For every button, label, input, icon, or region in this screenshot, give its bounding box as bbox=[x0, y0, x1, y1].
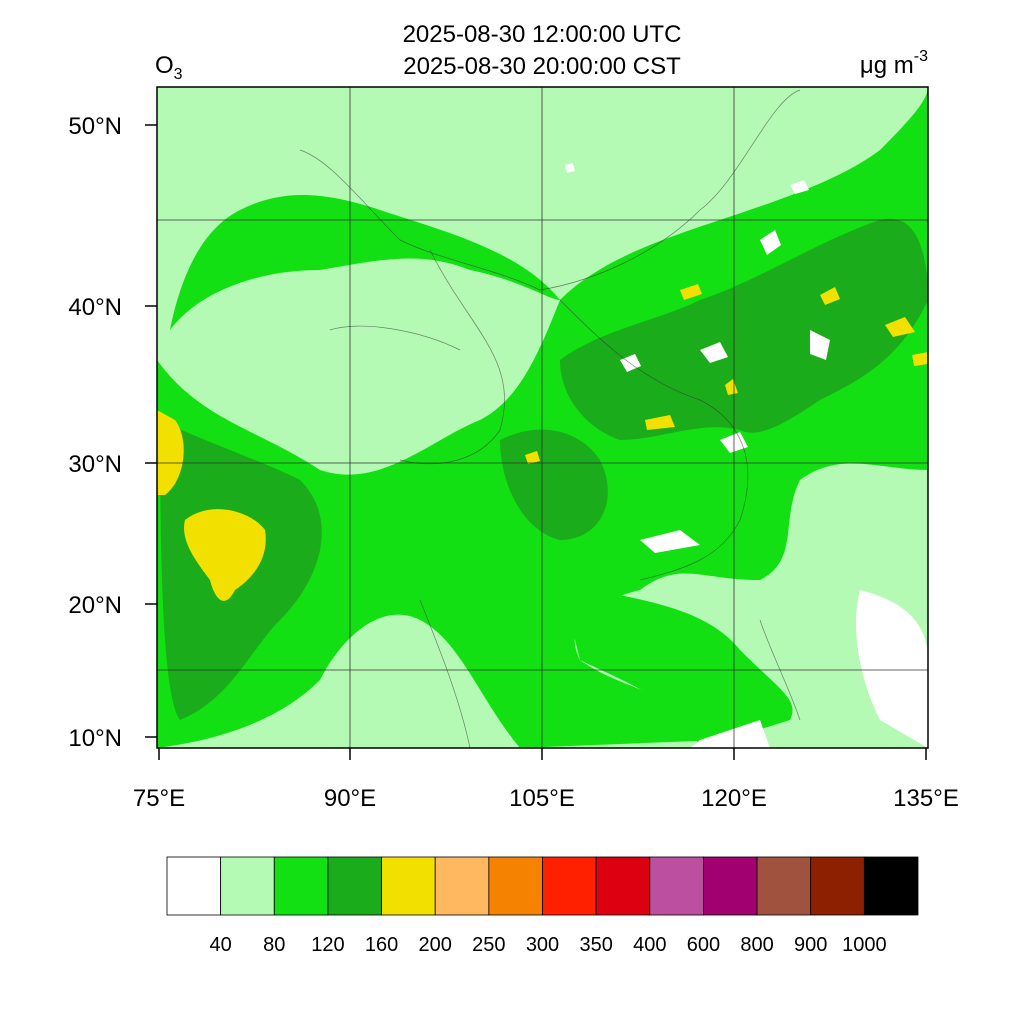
colorbar-label: 400 bbox=[633, 934, 666, 956]
lat-tick-label: 20°N bbox=[68, 592, 122, 619]
colorbar-label: 350 bbox=[579, 934, 612, 956]
variable-label: O3 bbox=[155, 52, 183, 83]
colorbar-label: 600 bbox=[687, 934, 720, 956]
axes: 50°N 40°N 30°N 20°N 10°N 75°E 90°E 105°E 120°E 13… bbox=[68, 113, 958, 812]
lon-tick-label: 105°E bbox=[509, 785, 575, 812]
colorbar-swatch bbox=[810, 856, 865, 916]
colorbar-swatch bbox=[273, 856, 329, 916]
units-label: μg m-3 bbox=[860, 48, 928, 79]
boundaries bbox=[299, 89, 801, 748]
units-superscript: -3 bbox=[914, 48, 928, 65]
map-field bbox=[157, 87, 928, 748]
colorbar-swatch bbox=[649, 856, 704, 916]
variable-subscript: 3 bbox=[174, 66, 183, 83]
title-line: 2025-08-30 20:00:00 CST bbox=[403, 53, 681, 80]
colorbar-swatch bbox=[756, 856, 812, 916]
colorbar-label: 250 bbox=[472, 934, 505, 956]
colorbar-label: 800 bbox=[740, 934, 773, 956]
colorbar-label: 300 bbox=[526, 934, 559, 956]
lat-tick-label: 10°N bbox=[68, 725, 122, 752]
colorbar-swatch bbox=[381, 856, 436, 916]
lon-tick-label: 90°E bbox=[324, 785, 376, 812]
colorbar-swatch bbox=[220, 856, 275, 916]
title-line: 2025-08-30 12:00:00 UTC bbox=[403, 21, 682, 48]
lat-tick-label: 50°N bbox=[68, 113, 122, 140]
colorbar-swatch bbox=[166, 856, 222, 916]
colorbar-label: 40 bbox=[210, 934, 232, 956]
lat-tick-label: 40°N bbox=[68, 294, 122, 321]
graticule bbox=[157, 87, 928, 748]
colorbar-swatch bbox=[488, 856, 543, 916]
colorbar-label: 120 bbox=[311, 934, 344, 956]
colorbar-label: 1000 bbox=[842, 934, 887, 956]
lon-tick-label: 75°E bbox=[133, 785, 185, 812]
colorbar-label: 200 bbox=[419, 934, 452, 956]
colorbar-swatch bbox=[863, 856, 919, 916]
colorbar-label: 80 bbox=[263, 934, 285, 956]
lon-tick-label: 120°E bbox=[701, 785, 767, 812]
units-base: μg m bbox=[860, 52, 914, 79]
variable-name: O bbox=[155, 52, 174, 79]
colorbar-label: 160 bbox=[365, 934, 398, 956]
colorbar-swatch bbox=[434, 856, 490, 916]
colorbar-label: 900 bbox=[794, 934, 827, 956]
colorbar-swatch bbox=[595, 856, 651, 916]
colorbar: 40 80 120 160 200 250 300 350 400 600 800 900 1000 bbox=[166, 856, 919, 956]
lon-tick-label: 135°E bbox=[893, 785, 959, 812]
colorbar-swatch bbox=[703, 856, 758, 916]
title: 2025-08-30 12:00:00 UTC 2025-08-30 20:00:… bbox=[403, 21, 682, 80]
lat-tick-label: 30°N bbox=[68, 451, 122, 478]
colorbar-swatch bbox=[542, 856, 597, 916]
colorbar-swatch bbox=[327, 856, 382, 916]
